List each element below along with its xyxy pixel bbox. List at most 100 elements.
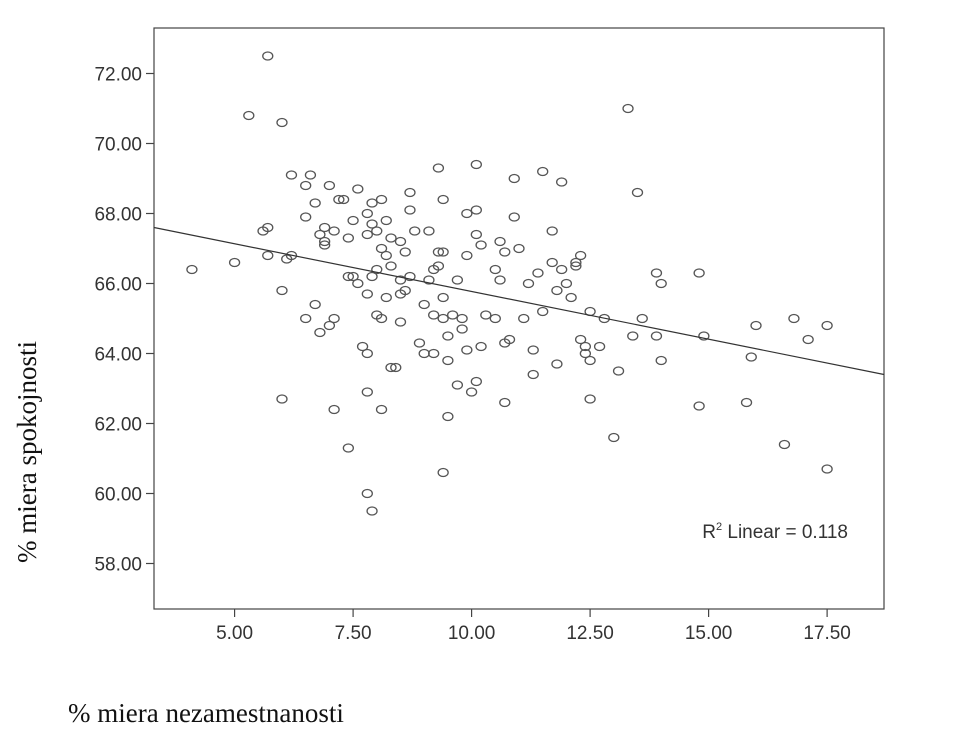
data-point: [627, 331, 639, 341]
y-axis-title: % miera spokojnosti: [12, 341, 42, 563]
data-point: [342, 233, 355, 243]
data-point: [570, 257, 582, 268]
data-point: [546, 226, 558, 236]
data-point: [328, 404, 340, 415]
r2-value: Linear = 0.118: [722, 522, 848, 543]
data-point: [565, 292, 577, 303]
data-point: [821, 320, 833, 331]
data-point: [333, 194, 345, 205]
axis-tick-labels: 58.00 60.00 62.00 64.00 66.00 68.00 70.00 72.00…: [94, 65, 850, 645]
data-point: [570, 261, 582, 271]
data-point: [778, 439, 791, 450]
data-point: [556, 264, 568, 275]
data-point: [314, 229, 326, 240]
data-point: [394, 236, 407, 247]
data-point: [579, 348, 592, 359]
data-point: [366, 271, 378, 282]
data-point: [390, 362, 402, 373]
data-point: [243, 110, 255, 121]
data-point: [442, 331, 454, 341]
data-point: [428, 310, 440, 320]
data-point: [361, 387, 373, 397]
data-point: [309, 299, 321, 310]
data-point: [489, 313, 501, 324]
data-point: [418, 299, 430, 310]
data-point: [584, 355, 596, 366]
axis-ticks: [146, 72, 828, 617]
data-point: [399, 247, 411, 257]
data-point: [461, 345, 473, 355]
data-point: [394, 317, 407, 327]
data-point: [636, 313, 648, 324]
data-point: [385, 233, 397, 243]
data-point: [499, 397, 511, 408]
data-point: [432, 261, 445, 271]
data-point: [186, 264, 198, 275]
data-point: [584, 394, 596, 404]
data-points: [186, 51, 833, 516]
data-point: [470, 376, 482, 387]
data-point: [821, 464, 833, 474]
data-point: [347, 215, 359, 226]
data-point: [451, 275, 464, 285]
y-tick-label: 64.00: [94, 345, 142, 366]
y-tick-label: 68.00: [94, 205, 142, 226]
data-point: [300, 180, 312, 191]
data-point: [546, 257, 558, 268]
data-point: [352, 184, 364, 194]
data-point: [442, 411, 454, 422]
data-point: [788, 313, 800, 324]
data-point: [404, 187, 416, 198]
data-point: [461, 208, 473, 219]
data-point: [366, 198, 378, 208]
data-point: [551, 359, 563, 369]
data-point: [475, 240, 487, 250]
data-point: [446, 310, 459, 320]
data-point: [522, 278, 535, 289]
data-point: [494, 275, 506, 285]
data-point: [537, 166, 549, 177]
data-point: [750, 320, 762, 331]
data-point: [527, 345, 539, 355]
y-tick-label: 60.00: [94, 485, 142, 506]
data-point: [518, 313, 530, 324]
data-point: [432, 247, 445, 257]
data-point: [437, 313, 449, 324]
data-point: [551, 285, 563, 296]
data-point: [470, 205, 482, 215]
data-point: [309, 198, 321, 208]
data-point: [399, 285, 411, 296]
r2-superscript: 2: [716, 521, 722, 533]
data-point: [318, 236, 331, 247]
r2-prefix: R: [702, 522, 716, 543]
data-point: [456, 313, 468, 324]
data-point: [375, 404, 388, 415]
data-point: [499, 247, 511, 257]
data-point: [475, 341, 487, 352]
data-point: [262, 222, 274, 233]
data-point: [740, 397, 753, 408]
data-point: [650, 331, 663, 341]
data-point: [375, 243, 388, 254]
data-point: [593, 341, 606, 352]
data-point: [650, 268, 663, 278]
data-point: [655, 278, 667, 289]
data-point: [361, 348, 373, 359]
data-point: [356, 341, 369, 352]
r2-linear-label: R2 Linear = 0.118: [702, 521, 848, 543]
data-point: [451, 380, 464, 390]
x-tick-label: 10.00: [448, 623, 496, 644]
data-point: [508, 212, 520, 222]
x-tick-label: 12.50: [566, 623, 614, 644]
x-tick-label: 7.50: [335, 623, 372, 644]
data-point: [371, 226, 383, 236]
data-point: [300, 313, 312, 324]
data-point: [394, 275, 407, 285]
data-point: [385, 362, 397, 373]
data-point: [304, 170, 317, 180]
data-point: [437, 194, 449, 205]
data-point: [337, 194, 350, 205]
linear-fit-line: [153, 226, 885, 376]
data-point: [262, 250, 274, 261]
